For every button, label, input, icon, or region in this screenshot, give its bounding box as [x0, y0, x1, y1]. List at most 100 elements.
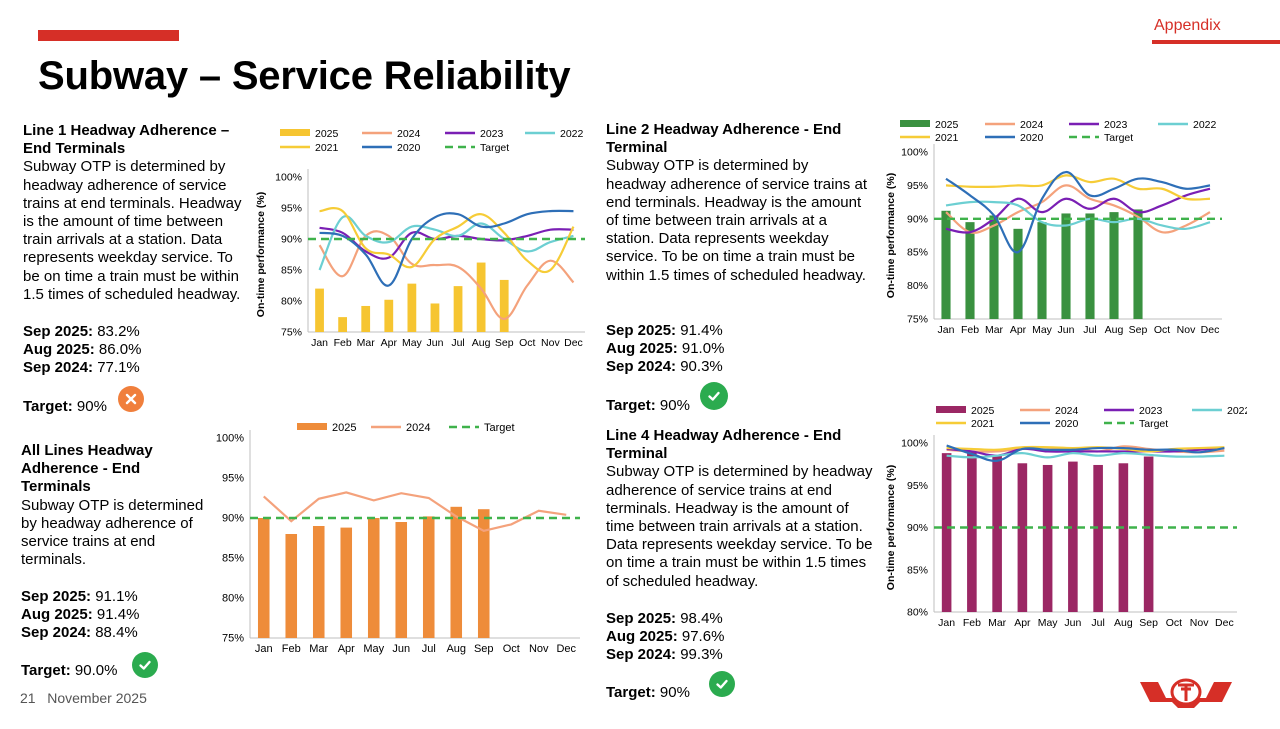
x-tick-label: Mar [357, 337, 376, 349]
y-tick-label: 80% [907, 280, 928, 292]
y-tick-label: 75% [907, 314, 928, 326]
series-line-2022 [318, 215, 574, 271]
x-tick-label: Nov [1190, 617, 1209, 629]
line2-target: Target: 90% [606, 397, 690, 414]
legend-swatch [900, 120, 930, 127]
line4-chart: 80% 85% 90% 95% 100% Jan Feb Mar Apr May Jun Jul Aug… [882, 400, 1251, 635]
bar-2025 [1042, 464, 1053, 612]
x-tick-label: Mar [985, 324, 1004, 336]
line1-heading: Line 1 Headway Adherence – End Terminals [23, 122, 230, 158]
x-tick-label: Oct [1166, 617, 1182, 629]
x-tick-label: Jan [311, 337, 328, 349]
x-tick-label: May [1038, 617, 1059, 629]
y-tick-label: 90% [222, 513, 244, 525]
bar-2025 [1118, 463, 1129, 612]
bar-2025 [992, 455, 1002, 612]
series-line-2020 [319, 209, 574, 287]
bar-2025 [285, 534, 298, 638]
x-tick-label: May [1032, 324, 1053, 336]
bar-2025 [967, 451, 977, 612]
legend-swatch [936, 406, 966, 413]
appendix-label: Appendix [1154, 17, 1221, 34]
bar-2025 [989, 215, 999, 319]
legend-label: 2021 [971, 418, 995, 430]
line2-body: Subway OTP is determined by headway adhe… [606, 157, 867, 284]
line4-heading: Line 4 Headway Adherence - End Terminal [606, 427, 842, 463]
y-tick-label: 100% [901, 438, 928, 450]
all-lines-target: Target: 90.0% [21, 662, 118, 679]
y-axis-label: On-time performance (%) [885, 173, 897, 298]
line1-chart: 75% 80% 85% 90% 95% 100% Jan Feb Mar Apr May Jun Jul… [250, 122, 595, 357]
stat-row: Sep 2024: 77.1% [23, 359, 140, 377]
legend-swatch [280, 129, 310, 136]
x-tick-label: Jan [255, 643, 273, 655]
legend-label: 2023 [1104, 119, 1128, 131]
x-tick-label: Aug [472, 337, 491, 349]
line1-stats: Sep 2025: 83.2% Aug 2025: 86.0% Sep 2024… [23, 323, 141, 378]
y-axis-label: On-time performance (%) [255, 192, 267, 317]
stat-row: Aug 2025: 97.6% [606, 628, 725, 646]
x-tick-label: Dec [1215, 617, 1234, 629]
bar-2025 [1037, 222, 1047, 319]
bar-2025 [965, 222, 975, 319]
line1-target: Target: 90% [23, 398, 107, 415]
x-tick-label: Dec [556, 643, 576, 655]
ttc-logo-icon [1140, 678, 1232, 708]
x-tick-label: Oct [503, 643, 520, 655]
legend-label: 2022 [560, 128, 584, 140]
line4-target: Target: 90% [606, 684, 690, 701]
legend-label: 2023 [1139, 405, 1163, 417]
x-tick-label: Sep [495, 337, 514, 349]
legend-label: 2020 [397, 142, 421, 154]
stat-row: Aug 2025: 91.4% [21, 606, 140, 624]
legend-label: Target [480, 142, 509, 154]
y-tick-label: 95% [222, 473, 244, 485]
line2-stats: Sep 2025: 91.4% Aug 2025: 91.0% Sep 2024… [606, 322, 724, 377]
line1-text: Line 1 Headway Adherence – End Terminals… [23, 122, 251, 304]
bar-2025 [315, 288, 324, 332]
bar-2025 [1013, 228, 1023, 319]
all-lines-chart: 75% 80% 85% 90% 95% 100% Jan Feb Mar Apr May Jun Jul… [205, 418, 590, 663]
line4-chart-svg: 80% 85% 90% 95% 100% Jan Feb Mar Apr May Jun Jul Aug… [885, 405, 1251, 629]
x-tick-label: Nov [541, 337, 560, 349]
x-tick-label: Jan [938, 324, 955, 336]
x-tick-label: Mar [988, 617, 1007, 629]
stat-row: Sep 2024: 88.4% [21, 624, 138, 642]
series-line-2021 [945, 174, 1211, 201]
bar-2025 [499, 279, 509, 332]
bar-2025 [477, 509, 490, 638]
legend-label: 2023 [480, 128, 504, 140]
legend-label: 2024 [1020, 119, 1044, 131]
y-tick-label: 95% [907, 180, 928, 192]
header-accent-bar [38, 30, 179, 41]
legend-label: Target [1104, 132, 1133, 144]
bar-2025 [384, 299, 394, 332]
y-tick-label: 75% [222, 633, 244, 645]
bar-2025 [257, 518, 270, 638]
page-title: Subway – Service Reliability [38, 54, 571, 98]
x-tick-label: Jul [451, 337, 464, 349]
y-tick-label: 100% [275, 172, 302, 184]
stat-row: Sep 2025: 91.4% [606, 322, 723, 339]
all-lines-heading: All Lines Headway Adherence - End Termin… [21, 442, 153, 496]
page-number: 21 [20, 690, 36, 706]
x-tick-label: Feb [282, 643, 301, 655]
bar-2025 [1143, 456, 1154, 612]
line4-stats: Sep 2025: 98.4% Aug 2025: 97.6% Sep 2024… [606, 610, 724, 665]
bar-2025 [430, 303, 440, 332]
y-tick-label: 100% [901, 147, 928, 159]
series-line-2021 [319, 207, 575, 274]
line1-chart-svg: 75% 80% 85% 90% 95% 100% Jan Feb Mar Apr May Jun Jul… [255, 128, 585, 349]
series-line-2020 [946, 444, 1225, 462]
x-tick-label: Sep [1129, 324, 1148, 336]
series-line-2022 [946, 452, 1225, 459]
y-tick-label: 90% [281, 234, 302, 246]
x-tick-label: Jul [422, 643, 436, 655]
stat-row: Sep 2025: 91.1% [21, 588, 138, 605]
y-tick-label: 100% [216, 433, 244, 445]
y-tick-label: 80% [907, 607, 928, 619]
bar-2025 [338, 317, 348, 332]
legend-label: 2020 [1055, 418, 1079, 430]
x-tick-label: Sep [1139, 617, 1158, 629]
bar-2025 [407, 283, 417, 332]
